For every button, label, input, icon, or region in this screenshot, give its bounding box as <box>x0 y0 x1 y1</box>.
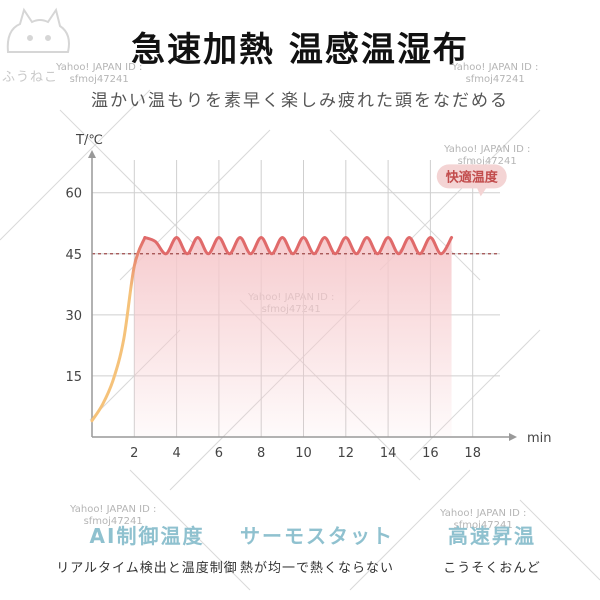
watermark-text: Yahoo! JAPAN ID : sfmoj47241 <box>70 504 156 528</box>
temperature-plateau-line <box>143 236 454 256</box>
watermark-id: sfmoj47241 <box>69 74 129 85</box>
watermark-text: Yahoo! JAPAN ID : sfmoj47241 <box>56 62 142 86</box>
watermark-line: Yahoo! JAPAN ID : <box>452 62 539 73</box>
annotation-badge <box>436 164 507 189</box>
watermark-text: Yahoo! JAPAN ID : sfmoj47241 <box>452 62 538 86</box>
feature-ai-control: AI制御温度 リアルタイム検出と温度制御 <box>52 520 242 576</box>
watermark-text: Yahoo! JAPAN ID : sfmoj47241 <box>440 508 526 532</box>
page-subtitle: 温かい温もりを素早く楽しみ疲れた頭をなだめる <box>91 91 509 111</box>
x-tick-label: 2 <box>130 446 138 461</box>
feature-desc: リアルタイム検出と温度制御 <box>56 561 238 576</box>
cat-logo-icon <box>6 7 70 53</box>
watermark-line: Yahoo! JAPAN ID : <box>444 144 531 155</box>
x-tick-label: 18 <box>464 446 481 461</box>
y-tick-label: 15 <box>65 370 82 385</box>
x-tick-label: 12 <box>338 446 355 461</box>
page-title: 急速加熱 温感温湿布 <box>131 30 469 70</box>
y-axis-label: T/℃ <box>75 133 103 148</box>
feature-title: 高速昇温 <box>448 524 536 548</box>
watermark-id: sfmoj47241 <box>465 74 525 85</box>
watermark-line: Yahoo! JAPAN ID : <box>440 508 527 519</box>
y-axis-arrow-icon <box>88 150 96 158</box>
x-tick-label: 4 <box>172 446 180 461</box>
feature-desc: 熱が均一で熱くならない <box>239 561 394 576</box>
x-tick-label: 14 <box>380 446 397 461</box>
watermark-line: Yahoo! JAPAN ID : <box>56 62 143 73</box>
annotation-label: 快適温度 <box>446 169 499 185</box>
plateau-fill-area <box>134 237 452 437</box>
feature-fast-heating: 高速昇温 こうそくおんど <box>397 520 587 576</box>
watermark-id: sfmoj47241 <box>457 156 517 167</box>
logo-text: ふうねこ <box>2 70 59 85</box>
y-tick-label: 45 <box>65 248 82 263</box>
x-tick-label: 16 <box>422 446 439 461</box>
feature-title: AI制御温度 <box>89 524 205 548</box>
x-tick-label: 10 <box>295 446 312 461</box>
x-axis-arrow-icon <box>509 433 517 441</box>
x-tick-label: 6 <box>215 446 223 461</box>
watermark-id: sfmoj47241 <box>453 520 513 531</box>
watermark-line: Yahoo! JAPAN ID : <box>70 504 157 515</box>
heating-rise-line <box>90 236 147 423</box>
y-tick-label: 30 <box>65 309 82 324</box>
x-tick-label: 8 <box>257 446 265 461</box>
annotation-pointer-icon <box>476 187 487 197</box>
watermark-id: sfmoj47241 <box>83 516 143 527</box>
y-tick-label: 60 <box>65 187 82 202</box>
brand-logo: ふうねこ <box>0 0 80 90</box>
feature-title: サーモスタット <box>240 524 394 548</box>
feature-thermostat: サーモスタット 熱が均一で熱くならない <box>222 520 412 576</box>
x-axis-label: min <box>527 431 552 446</box>
watermark-text: Yahoo! JAPAN ID : sfmoj47241 <box>444 144 530 168</box>
feature-desc: こうそくおんど <box>443 561 541 576</box>
